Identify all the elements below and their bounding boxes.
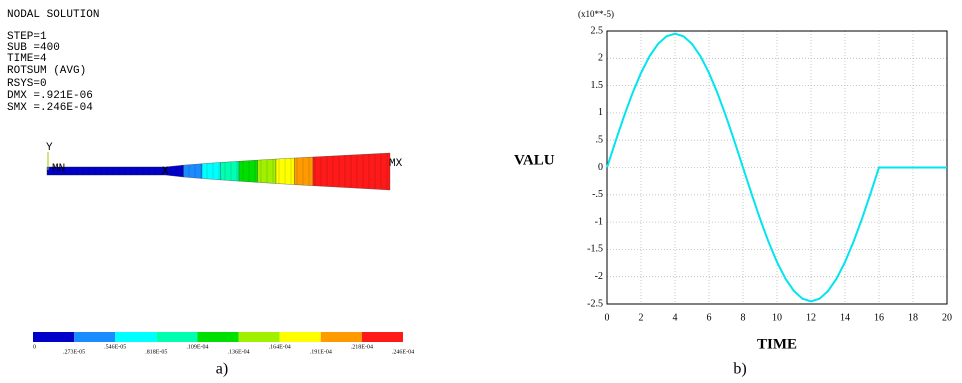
legend-label: .109E-04 <box>186 344 208 350</box>
legend-label: .136E-04 <box>227 349 249 355</box>
legend-swatch <box>74 332 115 342</box>
page: a) b) (x10**-5) VALU TIME NODAL SOLUTION… <box>0 0 962 383</box>
beam-segment <box>276 158 295 185</box>
beam-segment <box>313 153 390 190</box>
beam-segment <box>184 164 203 179</box>
y-tick-label: -.5 <box>592 189 603 200</box>
legend-label: .218E-04 <box>351 344 373 350</box>
y-tick-label: -2.5 <box>587 298 603 309</box>
beam-segment <box>239 160 258 182</box>
beam-segment <box>221 161 240 181</box>
node-label: MN <box>52 163 65 175</box>
beam-segment <box>258 159 277 183</box>
triad-label: Y <box>46 142 53 154</box>
x-tick-label: 4 <box>673 312 678 323</box>
y-tick-label: -2 <box>595 271 603 282</box>
x-tick-label: 12 <box>806 312 816 323</box>
legend-swatch <box>239 332 280 342</box>
legend-label: .246E-04 <box>392 349 414 355</box>
legend-label: .546E-05 <box>104 344 126 350</box>
y-tick-label: -1 <box>595 216 603 227</box>
y-tick-label: -1.5 <box>587 244 603 255</box>
y-tick-label: 2 <box>598 53 603 64</box>
y-axis-label: VALU <box>514 152 555 168</box>
info-text: TIME=4 <box>7 53 47 65</box>
legend-swatch <box>33 332 74 342</box>
multiplier: (x10**-5) <box>578 9 614 19</box>
x-tick-label: 16 <box>874 312 884 323</box>
legend-swatch <box>321 332 362 342</box>
node-label: X <box>162 166 169 178</box>
caption: b) <box>733 361 746 378</box>
legend-label: .273E-05 <box>63 349 85 355</box>
y-tick-label: 1 <box>598 107 603 118</box>
figure: a) b) (x10**-5) VALU TIME NODAL SOLUTION… <box>0 0 962 383</box>
x-tick-label: 8 <box>741 312 746 323</box>
legend-label: 0 <box>33 344 36 350</box>
x-tick-label: 6 <box>707 312 712 323</box>
legend-swatch <box>362 332 403 342</box>
x-tick-label: 10 <box>772 312 782 323</box>
caption: a) <box>216 361 228 378</box>
beam-segment <box>202 162 221 179</box>
info-text: ROTSUM (AVG) <box>7 65 86 77</box>
legend-swatch <box>197 332 238 342</box>
node-label: MX <box>389 158 403 170</box>
x-tick-label: 18 <box>908 312 918 323</box>
x-axis-label: TIME <box>757 336 797 352</box>
x-tick-label: 0 <box>605 312 610 323</box>
legend-swatch <box>156 332 197 342</box>
info-text: DMX =.921E-06 <box>7 90 93 102</box>
y-tick-label: 1.5 <box>591 80 604 91</box>
beam-segment <box>295 157 314 186</box>
info-text: NODAL SOLUTION <box>7 9 99 21</box>
legend-label: .191E-04 <box>310 349 332 355</box>
x-tick-label: 14 <box>840 312 850 323</box>
info-text: SMX =.246E-04 <box>7 102 93 114</box>
legend-label: .164E-04 <box>269 344 291 350</box>
legend-label: .818E-05 <box>145 349 167 355</box>
legend-swatch <box>115 332 156 342</box>
legend-swatch <box>280 332 321 342</box>
x-tick-label: 20 <box>942 312 952 323</box>
y-tick-label: .5 <box>596 134 604 145</box>
x-tick-label: 2 <box>639 312 644 323</box>
info-text: RSYS=0 <box>7 78 47 90</box>
y-tick-label: 2.5 <box>591 25 604 36</box>
y-tick-label: 0 <box>598 162 603 173</box>
